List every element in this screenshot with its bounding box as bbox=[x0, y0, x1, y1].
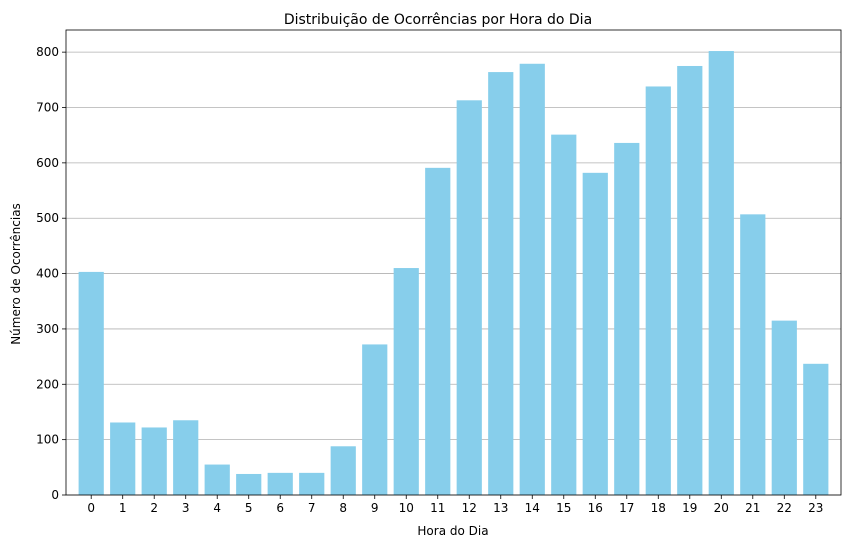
x-tick-label: 23 bbox=[808, 501, 823, 515]
y-ticks: 0 100 200 300 400 500 600 700 800 bbox=[36, 45, 66, 502]
x-tick-label: 5 bbox=[245, 501, 253, 515]
x-tick-label: 1 bbox=[119, 501, 127, 515]
x-tick-label: 7 bbox=[308, 501, 316, 515]
bar-hour-17 bbox=[614, 142, 640, 495]
y-tick-label: 700 bbox=[36, 101, 59, 115]
bar-hour-16 bbox=[582, 172, 608, 496]
y-tick-label: 400 bbox=[36, 267, 59, 281]
plot-frame bbox=[65, 29, 842, 496]
x-tick-label: 19 bbox=[682, 501, 697, 515]
bar-hour-18 bbox=[645, 86, 671, 495]
x-ticks: 0 1 2 3 4 5 6 7 8 9 10 11 12 13 14 15 16 17 18 19 20 21 22 23 bbox=[87, 495, 823, 515]
bar-hour-12 bbox=[456, 100, 482, 495]
x-tick-label: 14 bbox=[525, 501, 540, 515]
bar-hour-13 bbox=[488, 72, 514, 496]
x-tick-label: 16 bbox=[588, 501, 603, 515]
bar-hour-14 bbox=[519, 63, 545, 496]
y-axis-label: Número de Ocorrências bbox=[9, 203, 23, 345]
y-tick-label: 300 bbox=[36, 322, 59, 336]
bar-hour-11 bbox=[425, 167, 451, 495]
x-tick-label: 13 bbox=[493, 501, 508, 515]
x-tick-label: 15 bbox=[556, 501, 571, 515]
bar-hour-23 bbox=[803, 363, 829, 495]
bar-hour-4 bbox=[204, 464, 230, 495]
x-tick-label: 22 bbox=[777, 501, 792, 515]
chart-title: Distribuição de Ocorrências por Hora do … bbox=[284, 12, 592, 28]
bar-hour-10 bbox=[393, 268, 419, 495]
bar-hour-19 bbox=[677, 65, 703, 495]
bar-hour-5 bbox=[236, 473, 262, 495]
x-tick-label: 2 bbox=[150, 501, 158, 515]
y-tick-label: 100 bbox=[36, 433, 59, 447]
bar-hour-22 bbox=[771, 320, 797, 495]
y-tick-label: 500 bbox=[36, 211, 59, 225]
bar-hour-7 bbox=[299, 472, 325, 495]
x-tick-label: 4 bbox=[213, 501, 221, 515]
bar-hour-2 bbox=[141, 427, 167, 495]
x-tick-label: 17 bbox=[619, 501, 634, 515]
x-tick-label: 11 bbox=[430, 501, 445, 515]
bar-hour-15 bbox=[551, 134, 577, 495]
x-tick-label: 3 bbox=[182, 501, 190, 515]
x-tick-label: 18 bbox=[651, 501, 666, 515]
axes bbox=[65, 29, 842, 496]
bar-hour-0 bbox=[78, 271, 104, 495]
x-axis-label: Hora do Dia bbox=[417, 524, 488, 538]
x-tick-label: 8 bbox=[339, 501, 347, 515]
bar-hour-3 bbox=[173, 420, 199, 495]
bar-hour-8 bbox=[330, 446, 356, 495]
x-tick-label: 9 bbox=[371, 501, 379, 515]
bar-hour-20 bbox=[708, 51, 734, 496]
y-tick-label: 200 bbox=[36, 377, 59, 391]
y-tick-label: 800 bbox=[36, 45, 59, 59]
y-tick-label: 0 bbox=[51, 488, 59, 502]
y-tick-label: 600 bbox=[36, 156, 59, 170]
bar-hour-6 bbox=[267, 472, 293, 495]
bar-hour-21 bbox=[740, 214, 766, 495]
x-tick-label: 6 bbox=[276, 501, 284, 515]
x-tick-label: 21 bbox=[745, 501, 760, 515]
x-tick-label: 0 bbox=[87, 501, 95, 515]
bar-hour-1 bbox=[110, 422, 136, 495]
bars bbox=[78, 51, 829, 496]
x-tick-label: 12 bbox=[462, 501, 477, 515]
x-tick-label: 20 bbox=[714, 501, 729, 515]
x-tick-label: 10 bbox=[399, 501, 414, 515]
bar-hour-9 bbox=[362, 344, 388, 495]
